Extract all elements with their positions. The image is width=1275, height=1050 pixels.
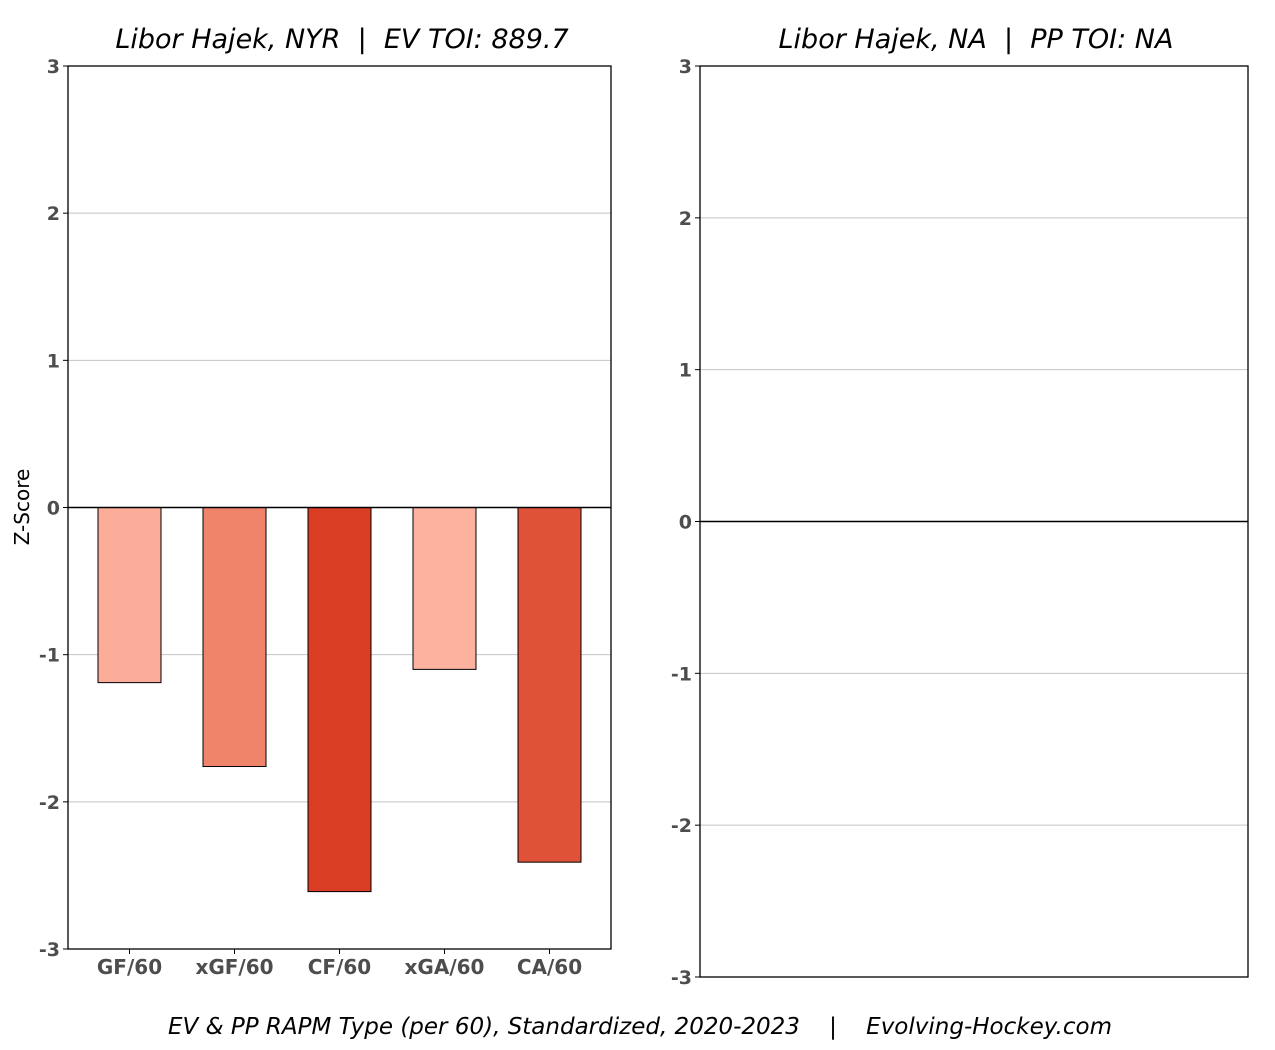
pp-y-ticks: 3 2 1 0 -1 -2 -3	[671, 56, 700, 989]
ev-bar-xga-per-60	[412, 507, 477, 670]
ev-x-tick-label: xGF/60	[195, 955, 273, 979]
ev-x-tick-label: CF/60	[308, 955, 371, 979]
ev-y-tick-label: -3	[39, 939, 60, 961]
ev-bar-cf-per-60	[307, 507, 372, 893]
ev-x-ticks: GF/60 xGF/60 CF/60 xGA/60 CA/60	[97, 949, 582, 979]
pp-chart-title: Libor Hajek, NA | PP TOI: NA	[779, 24, 1174, 55]
ev-bar-xgf-per-60	[202, 507, 267, 768]
ev-bar-ca-per-60	[517, 507, 582, 863]
pp-y-tick-label: 0	[679, 512, 692, 534]
ev-x-tick-label: xGA/60	[405, 955, 485, 979]
ev-y-tick-label: 0	[47, 498, 60, 520]
ev-bars	[97, 507, 582, 893]
pp-y-tick-label: 3	[679, 56, 692, 78]
pp-y-tick-label: 1	[679, 360, 692, 382]
pp-y-tick-label: 2	[679, 208, 692, 230]
ev-rapm-panel: Libor Hajek, NYR | EV TOI: 889.7 Z-Score…	[10, 24, 612, 979]
ev-y-tick-label: -2	[39, 792, 60, 814]
ev-chart-title: Libor Hajek, NYR | EV TOI: 889.7	[115, 24, 568, 55]
ev-x-tick-label: CA/60	[517, 955, 582, 979]
pp-y-tick-label: -3	[671, 967, 692, 989]
ev-bar-gf-per-60	[97, 507, 162, 684]
ev-y-tick-label: 2	[47, 203, 60, 225]
pp-gridlines	[700, 217, 1248, 826]
pp-rapm-panel: Libor Hajek, NA | PP TOI: NA 3 2 1 0 -1 -2 -3	[671, 24, 1249, 989]
ev-y-tick-label: -1	[39, 645, 60, 667]
pp-y-tick-label: -2	[671, 815, 692, 837]
ev-y-axis-label: Z-Score	[10, 469, 34, 546]
ev-y-ticks: 3 2 1 0 -1 -2 -3	[39, 56, 68, 961]
pp-y-tick-label: -1	[671, 663, 692, 685]
ev-y-tick-label: 3	[47, 56, 60, 78]
ev-x-tick-label: GF/60	[97, 955, 162, 979]
ev-y-tick-label: 1	[47, 350, 60, 372]
figure-footer: EV & PP RAPM Type (per 60), Standardized…	[168, 1014, 1112, 1040]
